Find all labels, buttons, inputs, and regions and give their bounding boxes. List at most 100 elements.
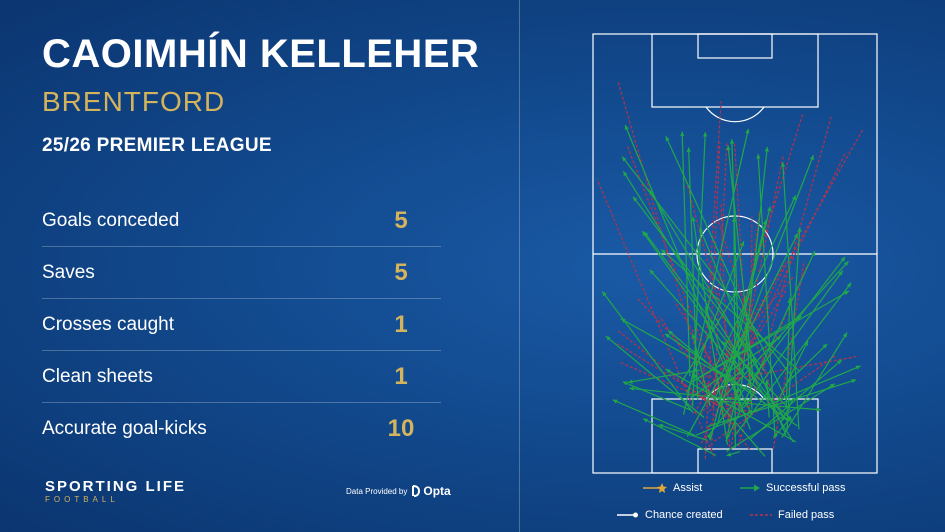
pass-arrowhead [764, 146, 769, 152]
pass-arrowhead [822, 343, 828, 349]
club-name: BRENTFORD [42, 86, 226, 117]
stat-label: Clean sheets [42, 365, 153, 387]
pass-arrowhead [612, 399, 618, 404]
failed-pass [727, 156, 784, 425]
pass-arrowhead [816, 407, 821, 412]
pass-arrowhead [649, 189, 654, 195]
panel-divider [519, 0, 520, 532]
data-credit: Data Provided by Opta [346, 484, 451, 498]
pass-arrowhead [751, 358, 756, 363]
opta-logo-text: Opta [423, 484, 451, 498]
pass-arrowhead [691, 216, 696, 222]
legend-assist-label: Assist [673, 482, 703, 494]
successful-pass [713, 195, 797, 371]
brand-name: SPORTING LIFE [45, 478, 187, 495]
pass-arrowhead [691, 333, 696, 339]
legend-assist: Assist [643, 482, 702, 494]
failed-pass [720, 202, 731, 448]
pass-arrowhead [633, 196, 638, 202]
sporting-life-logo: SPORTING LIFE FOOTBALL [45, 479, 186, 504]
successful-pass [612, 399, 696, 437]
successful-pass [690, 315, 802, 383]
successful-pass [727, 145, 754, 381]
legend-failed-pass-label: Failed pass [778, 509, 835, 521]
pass-arrowhead [791, 195, 796, 201]
pass-arrowhead [797, 227, 802, 232]
successful-pass [681, 291, 737, 383]
stat-value: 10 [387, 414, 415, 442]
failed-pass [685, 178, 741, 383]
pass-arrowhead [780, 162, 786, 167]
pass-arrowhead [623, 171, 628, 177]
pass-arrowhead [661, 249, 666, 254]
legend-chance-created-label: Chance created [645, 509, 723, 521]
legend-failed-pass: Failed pass [750, 509, 834, 521]
successful-pass [632, 196, 766, 372]
successful-pass [707, 256, 846, 437]
legend-successful-pass: Successful pass [740, 482, 845, 494]
pass-arrowhead [643, 418, 648, 423]
pass-arrowhead [855, 365, 861, 370]
successful-pass [733, 217, 736, 448]
pass-arrowhead [627, 379, 633, 384]
pass-arrowhead [624, 125, 629, 130]
stat-value: 1 [394, 310, 408, 338]
legend-chance-created: Chance created [617, 509, 723, 521]
stat-row-clean-sheets: Clean sheets 1 [42, 351, 441, 403]
successful-pass [649, 269, 743, 374]
pass-arrowhead [745, 128, 750, 134]
failed-pass-legend-icon [750, 514, 772, 516]
successful-pass [781, 332, 848, 438]
pass-arrowhead [622, 381, 628, 386]
assist-legend-icon [643, 483, 667, 493]
brand-subtitle: FOOTBALL [45, 495, 119, 504]
successful-pass [658, 424, 708, 441]
successful-pass [690, 335, 782, 398]
pass-arrowhead [649, 269, 655, 275]
successful-pass [665, 135, 788, 402]
stat-label: Saves [42, 261, 95, 283]
stat-label: Crosses caught [42, 313, 175, 335]
pass-arrowhead [668, 330, 674, 335]
failed-pass [717, 218, 777, 407]
successful-pass [738, 372, 793, 421]
pass-arrowhead [732, 291, 737, 297]
successful-pass [681, 131, 691, 377]
pass-arrowhead [693, 373, 698, 379]
pass-arrowhead [642, 231, 647, 237]
pass-arrowhead [829, 383, 835, 389]
failed-pass [701, 101, 722, 398]
successful-pass [660, 248, 801, 372]
successful-pass [773, 340, 809, 409]
successful-pass [682, 128, 749, 415]
stat-label: Goals conceded [42, 209, 180, 231]
successful-pass [749, 359, 843, 440]
pass-arrowhead [731, 217, 737, 222]
pass-arrowhead [665, 136, 670, 142]
successful-pass [667, 330, 726, 379]
failed-pass [704, 142, 721, 459]
pass-arrowhead [840, 256, 846, 262]
successful-pass [664, 333, 798, 427]
successful-pass [621, 156, 794, 379]
player-name: CAOIMHÍN KELLEHER [42, 32, 480, 76]
successful-pass [642, 418, 717, 456]
legend-successful-pass-label: Successful pass [766, 482, 846, 494]
stat-row-goals-conceded: Goals conceded 5 [42, 195, 441, 247]
pass-arrowhead [793, 233, 798, 239]
pass-arrowhead [629, 386, 634, 391]
six-yard-box-bottom [697, 448, 773, 474]
failed-pass [674, 301, 744, 414]
pass-arrowhead [846, 282, 852, 288]
successful-pass [780, 397, 795, 422]
failed-pass [737, 117, 832, 447]
opta-icon [412, 485, 421, 497]
pass-arrowhead [620, 318, 626, 323]
successful-pass [624, 124, 751, 430]
pass-arrowhead [838, 270, 843, 276]
pass-arrowhead [729, 139, 735, 144]
failed-pass [700, 151, 847, 444]
successful-pass [716, 206, 771, 426]
failed-pass [749, 216, 753, 393]
